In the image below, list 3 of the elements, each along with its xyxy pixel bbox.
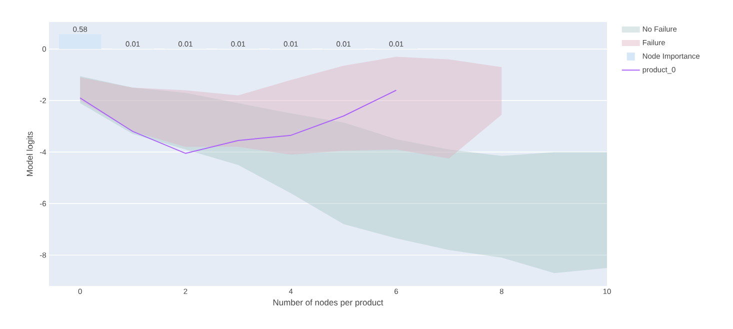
line-series (80, 90, 397, 154)
x-axis-title: Number of nodes per product (273, 299, 384, 308)
y-axis-title: Model logits (26, 132, 34, 176)
